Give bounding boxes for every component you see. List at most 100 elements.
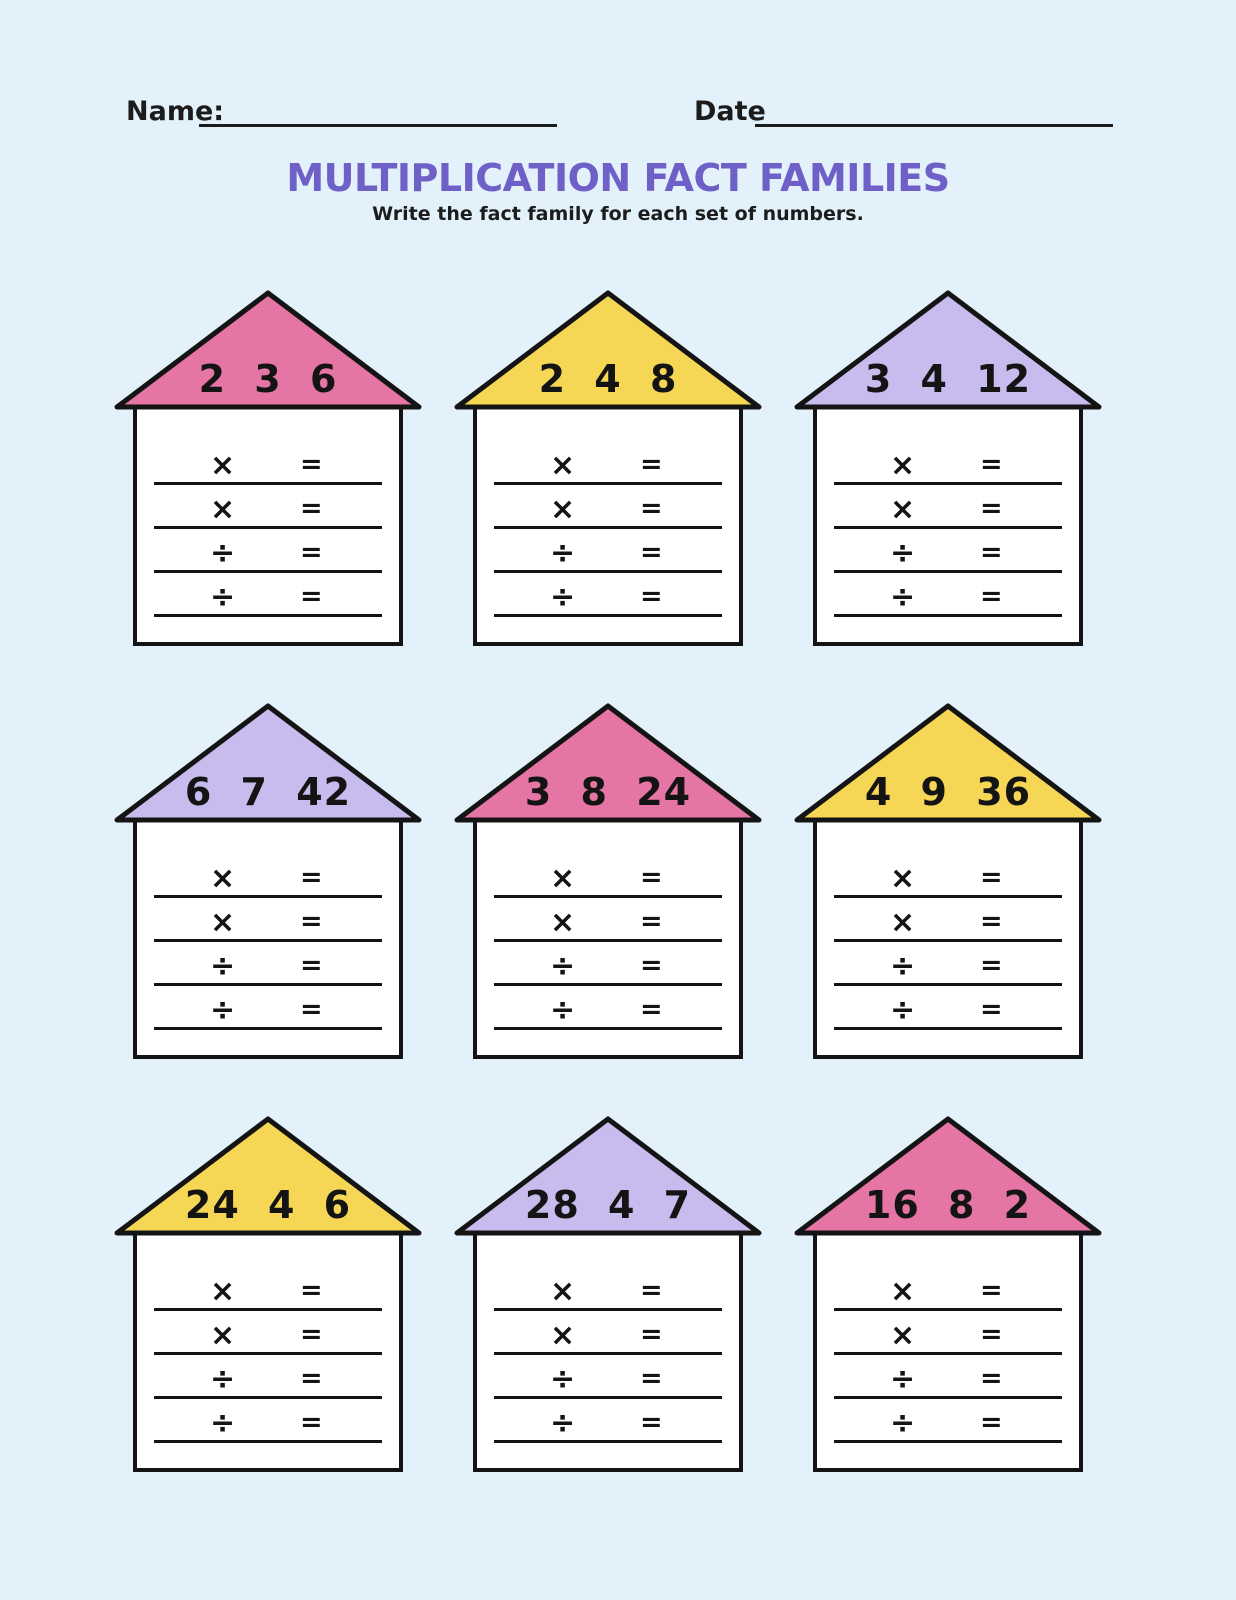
equals-sign: =: [640, 537, 663, 568]
roof-numbers: 16 8 2: [864, 1183, 1032, 1227]
equals-sign: =: [640, 1407, 663, 1438]
equation-row: × =: [834, 485, 1062, 529]
divide-sign: ÷: [890, 1362, 916, 1397]
house-body: × = × = ÷ = ÷ =: [813, 820, 1083, 1059]
equation-row: ÷ =: [834, 1355, 1062, 1399]
equals-sign: =: [640, 994, 663, 1025]
equals-sign: =: [980, 449, 1003, 480]
roof-triangle-icon: [454, 1116, 762, 1236]
divide-sign: ÷: [210, 536, 236, 571]
house-8: 28 4 7 × = × = ÷ =: [454, 1116, 762, 1472]
multiply-sign: ×: [210, 448, 236, 483]
roof-numbers: 3 4 12: [864, 357, 1032, 401]
equation-row: × =: [154, 485, 382, 529]
equals-sign: =: [980, 581, 1003, 612]
roof-numbers: 24 4 6: [184, 1183, 352, 1227]
house-body: × = × = ÷ = ÷ =: [473, 407, 743, 646]
equals-sign: =: [300, 1319, 323, 1350]
house-roof: 16 8 2: [794, 1116, 1102, 1236]
equation-row: × =: [834, 1311, 1062, 1355]
equals-sign: =: [640, 449, 663, 480]
multiply-sign: ×: [210, 1274, 236, 1309]
equals-sign: =: [640, 1319, 663, 1350]
roof-triangle-icon: [114, 290, 422, 410]
house-roof: 4 9 36: [794, 703, 1102, 823]
equation-row: ÷ =: [834, 1399, 1062, 1443]
roof-triangle-icon: [454, 290, 762, 410]
equals-sign: =: [300, 537, 323, 568]
roof-triangle-icon: [454, 703, 762, 823]
equals-sign: =: [640, 862, 663, 893]
multiply-sign: ×: [890, 1274, 916, 1309]
house-roof: 3 4 12: [794, 290, 1102, 410]
equals-sign: =: [640, 950, 663, 981]
equation-row: ÷ =: [154, 573, 382, 617]
divide-sign: ÷: [210, 1362, 236, 1397]
equals-sign: =: [980, 537, 1003, 568]
house-roof: 2 3 6: [114, 290, 422, 410]
roof-numbers: 2 3 6: [198, 357, 338, 401]
multiply-sign: ×: [550, 861, 576, 896]
roof-triangle-icon: [794, 703, 1102, 823]
equation-row: × =: [834, 1267, 1062, 1311]
equals-sign: =: [640, 1363, 663, 1394]
divide-sign: ÷: [890, 993, 916, 1028]
divide-sign: ÷: [550, 1406, 576, 1441]
equals-sign: =: [980, 994, 1003, 1025]
multiply-sign: ×: [890, 905, 916, 940]
equation-row: × =: [494, 485, 722, 529]
divide-sign: ÷: [550, 580, 576, 615]
multiply-sign: ×: [210, 861, 236, 896]
equals-sign: =: [980, 906, 1003, 937]
equals-sign: =: [300, 994, 323, 1025]
house-6: 4 9 36 × = × = ÷ =: [794, 703, 1102, 1059]
equals-sign: =: [300, 950, 323, 981]
equals-sign: =: [300, 1275, 323, 1306]
house-7: 24 4 6 × = × = ÷ =: [114, 1116, 422, 1472]
roof-numbers: 3 8 24: [524, 770, 692, 814]
equals-sign: =: [300, 1407, 323, 1438]
equation-row: × =: [834, 441, 1062, 485]
divide-sign: ÷: [550, 536, 576, 571]
equals-sign: =: [640, 493, 663, 524]
divide-sign: ÷: [550, 993, 576, 1028]
house-roof: 6 7 42: [114, 703, 422, 823]
date-label: Date: [694, 96, 766, 127]
equation-row: ÷ =: [494, 1399, 722, 1443]
house-roof: 24 4 6: [114, 1116, 422, 1236]
equation-row: ÷ =: [834, 986, 1062, 1030]
house-body: × = × = ÷ = ÷ =: [133, 407, 403, 646]
multiply-sign: ×: [210, 1318, 236, 1353]
equals-sign: =: [300, 862, 323, 893]
divide-sign: ÷: [550, 1362, 576, 1397]
roof-triangle-icon: [114, 1116, 422, 1236]
roof-numbers: 2 4 8: [538, 357, 678, 401]
equation-row: × =: [154, 441, 382, 485]
equation-row: × =: [494, 898, 722, 942]
equals-sign: =: [980, 1275, 1003, 1306]
multiply-sign: ×: [550, 492, 576, 527]
roof-triangle-icon: [794, 290, 1102, 410]
equals-sign: =: [640, 906, 663, 937]
page-title: MULTIPLICATION FACT FAMILIES: [286, 156, 950, 200]
equation-row: × =: [494, 1311, 722, 1355]
house-body: × = × = ÷ = ÷ =: [473, 820, 743, 1059]
roof-numbers: 4 9 36: [864, 770, 1032, 814]
divide-sign: ÷: [210, 1406, 236, 1441]
divide-sign: ÷: [890, 949, 916, 984]
roof-numbers: 28 4 7: [524, 1183, 692, 1227]
houses-grid: 2 3 6 × = × = ÷ =: [114, 290, 1102, 1472]
equation-row: × =: [834, 854, 1062, 898]
equals-sign: =: [300, 493, 323, 524]
house-body: × = × = ÷ = ÷ =: [133, 1233, 403, 1472]
equals-sign: =: [300, 906, 323, 937]
divide-sign: ÷: [210, 949, 236, 984]
multiply-sign: ×: [550, 1274, 576, 1309]
equation-row: ÷ =: [154, 529, 382, 573]
name-underline: [199, 124, 557, 127]
equals-sign: =: [640, 1275, 663, 1306]
house-body: × = × = ÷ = ÷ =: [813, 1233, 1083, 1472]
multiply-sign: ×: [890, 492, 916, 527]
divide-sign: ÷: [210, 993, 236, 1028]
